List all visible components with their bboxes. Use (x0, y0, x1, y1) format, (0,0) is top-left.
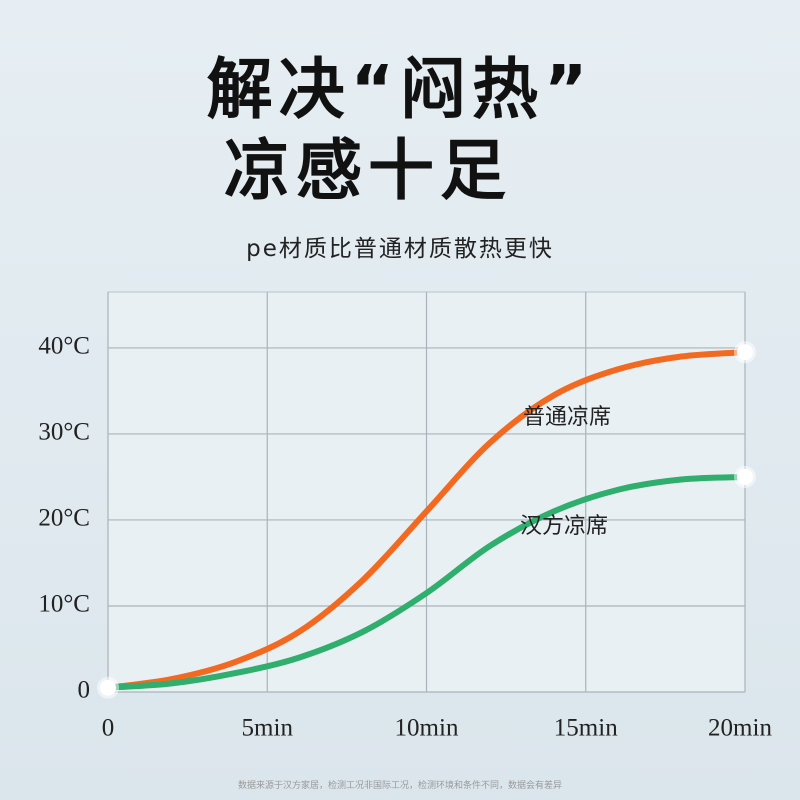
footnote: 数据来源于汉方家居，检测工况非国际工况，检测环境和条件不同，数据会有差异 (238, 779, 562, 791)
subtitle: pe材质比普通材质散热更快 (246, 236, 554, 262)
series-label: 普通凉席 (523, 405, 611, 430)
series-line (105, 473, 748, 691)
x-tick-label: 0 (102, 715, 115, 742)
x-tick-label: 5min (242, 715, 294, 742)
x-tick-label: 20min (708, 715, 772, 742)
y-tick-label: 20°C (38, 505, 90, 532)
series-label: 汉方凉席 (520, 514, 608, 539)
x-tick-label: 10min (395, 715, 459, 742)
end-dot (734, 465, 756, 488)
y-tick-label: 10°C (38, 591, 90, 618)
x-tick-label: 15min (554, 715, 618, 742)
start-dot (97, 676, 119, 699)
title-line: 解决“闷热” (207, 51, 594, 128)
y-tick-label: 40°C (38, 333, 90, 360)
end-dot (734, 341, 756, 364)
y-tick-label: 30°C (38, 419, 90, 446)
series-line (105, 349, 748, 691)
y-tick-label: 0 (78, 677, 91, 704)
title-line: 凉感十足 (224, 132, 512, 209)
